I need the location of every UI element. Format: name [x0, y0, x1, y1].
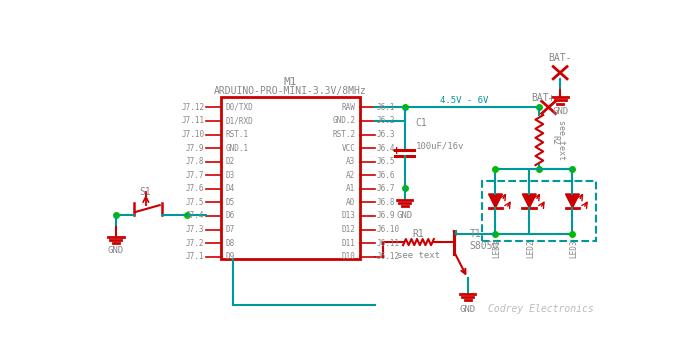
Text: GND: GND: [460, 304, 476, 313]
Text: J6.12: J6.12: [377, 252, 400, 261]
Text: BAT+: BAT+: [532, 93, 555, 103]
Text: C1: C1: [416, 118, 427, 128]
Text: LED1: LED1: [492, 239, 501, 257]
Text: D3: D3: [226, 171, 235, 180]
Text: D5: D5: [226, 198, 235, 207]
Text: LED3: LED3: [570, 239, 579, 257]
Text: see text: see text: [557, 120, 566, 160]
Text: GND.1: GND.1: [226, 144, 249, 153]
Text: RAW: RAW: [342, 103, 355, 112]
Text: D13: D13: [342, 211, 355, 220]
Text: GND: GND: [108, 246, 124, 255]
Text: J7.10: J7.10: [181, 130, 204, 139]
Text: J7.3: J7.3: [186, 225, 204, 234]
Text: Codrey Electronics: Codrey Electronics: [488, 304, 593, 314]
Text: J6.11: J6.11: [377, 239, 400, 248]
Text: +: +: [392, 146, 401, 156]
Text: ARDUINO-PRO-MINI-3.3V/8MHz: ARDUINO-PRO-MINI-3.3V/8MHz: [215, 86, 367, 96]
Text: R1: R1: [413, 230, 424, 239]
Text: A2: A2: [346, 171, 355, 180]
Text: J6.2: J6.2: [377, 117, 395, 125]
Text: D0/TXD: D0/TXD: [226, 103, 254, 112]
Polygon shape: [566, 194, 579, 208]
Text: J7.12: J7.12: [181, 103, 204, 112]
Text: see text: see text: [397, 251, 440, 260]
Text: J6.9: J6.9: [377, 211, 395, 220]
Text: J6.8: J6.8: [377, 198, 395, 207]
Text: LED2: LED2: [526, 239, 535, 257]
Text: J7.11: J7.11: [181, 117, 204, 125]
Text: 4.5V - 6V: 4.5V - 6V: [440, 96, 488, 105]
Text: D2: D2: [226, 157, 235, 166]
Text: J6.7: J6.7: [377, 184, 395, 193]
Text: J6.3: J6.3: [377, 130, 395, 139]
Text: D12: D12: [342, 225, 355, 234]
Text: J6.4: J6.4: [377, 144, 395, 153]
Polygon shape: [488, 194, 502, 208]
Text: RST.2: RST.2: [332, 130, 355, 139]
Text: A0: A0: [346, 198, 355, 207]
Text: S8050: S8050: [469, 241, 498, 251]
Text: J7.1: J7.1: [186, 252, 204, 261]
Text: J7.5: J7.5: [186, 198, 204, 207]
Text: D10: D10: [342, 252, 355, 261]
Text: 100uF/16v: 100uF/16v: [416, 141, 464, 150]
Text: J6.10: J6.10: [377, 225, 400, 234]
Text: J7.9: J7.9: [186, 144, 204, 153]
Text: D11: D11: [342, 239, 355, 248]
Text: GND: GND: [397, 211, 413, 220]
Text: GND: GND: [552, 108, 568, 117]
Text: M1: M1: [284, 77, 297, 87]
Bar: [481, 181, 595, 241]
Bar: [221, 97, 360, 259]
Text: J6.1: J6.1: [377, 103, 395, 112]
Text: D4: D4: [226, 184, 235, 193]
Text: VCC: VCC: [342, 144, 355, 153]
Text: J7.8: J7.8: [186, 157, 204, 166]
Text: RST.1: RST.1: [226, 130, 249, 139]
Text: BAT-: BAT-: [549, 53, 572, 63]
Text: S1: S1: [139, 187, 151, 197]
Text: T1: T1: [469, 230, 481, 239]
Text: A3: A3: [346, 157, 355, 166]
Text: D8: D8: [226, 239, 235, 248]
Text: R2: R2: [550, 135, 559, 145]
Text: D6: D6: [226, 211, 235, 220]
Text: D9: D9: [226, 252, 235, 261]
Text: J7.4: J7.4: [186, 211, 204, 220]
Text: A1: A1: [346, 184, 355, 193]
Text: D1/RXD: D1/RXD: [226, 117, 254, 125]
Text: J7.7: J7.7: [186, 171, 204, 180]
Text: J6.5: J6.5: [377, 157, 395, 166]
Polygon shape: [522, 194, 536, 208]
Text: J7.6: J7.6: [186, 184, 204, 193]
Text: GND.2: GND.2: [332, 117, 355, 125]
Text: D7: D7: [226, 225, 235, 234]
Text: J7.2: J7.2: [186, 239, 204, 248]
Text: J6.6: J6.6: [377, 171, 395, 180]
